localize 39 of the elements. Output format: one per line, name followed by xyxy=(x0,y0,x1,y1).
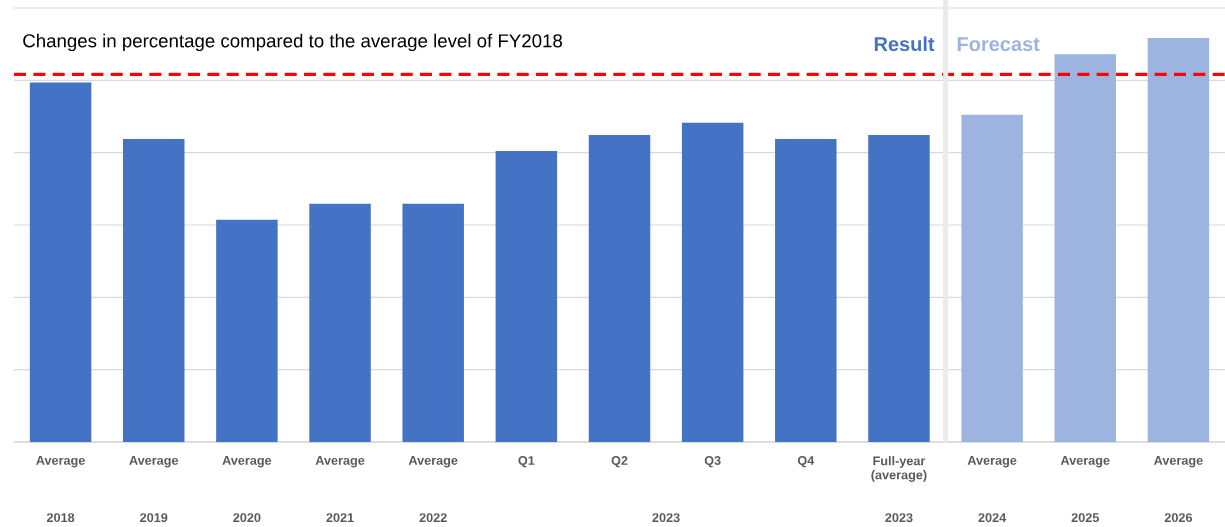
chart-title: Changes in percentage compared to the average level of FY2018 xyxy=(23,33,563,52)
bar xyxy=(122,138,185,442)
x-tick-label: Average xyxy=(408,456,458,468)
x-tick-label: Average xyxy=(1060,456,1110,468)
x-tick-label: Q4 xyxy=(797,456,815,468)
bar xyxy=(868,134,930,442)
text: 2018 xyxy=(46,513,75,523)
x-tick-label: Average xyxy=(967,456,1017,468)
bar xyxy=(216,219,278,442)
bar xyxy=(961,114,1023,442)
text: 2020 xyxy=(233,513,261,523)
text: 2024 xyxy=(978,513,1007,523)
x-tick-label: Average xyxy=(1153,456,1203,468)
x-tick-label: Average xyxy=(315,456,365,468)
x-tick-label: Average xyxy=(129,456,179,468)
bar xyxy=(29,82,92,442)
bar xyxy=(588,134,651,442)
text: 2025 xyxy=(1071,513,1099,523)
bar xyxy=(402,203,464,442)
x-tick-label: Full-year (average) xyxy=(871,456,927,482)
x-tick-label: Average xyxy=(222,456,272,468)
text: 2022 xyxy=(419,513,447,523)
bar xyxy=(775,138,837,442)
bar xyxy=(309,203,371,442)
text: 2023 xyxy=(885,513,913,523)
bar xyxy=(1054,54,1117,442)
x-tick-label: Q3 xyxy=(704,456,721,468)
x-tick-label: Q1 xyxy=(518,456,535,468)
text: 2023 xyxy=(652,513,680,523)
x-tick-label: Q2 xyxy=(611,456,628,468)
text: Result xyxy=(874,36,935,52)
bar xyxy=(1147,37,1210,442)
x-tick-label: Average xyxy=(36,456,85,468)
text: 2026 xyxy=(1164,513,1193,523)
series-label: Forecast xyxy=(957,37,1040,52)
text: 2019 xyxy=(140,513,168,523)
text: 2021 xyxy=(326,513,354,523)
bar xyxy=(495,151,558,442)
bar xyxy=(681,122,744,442)
